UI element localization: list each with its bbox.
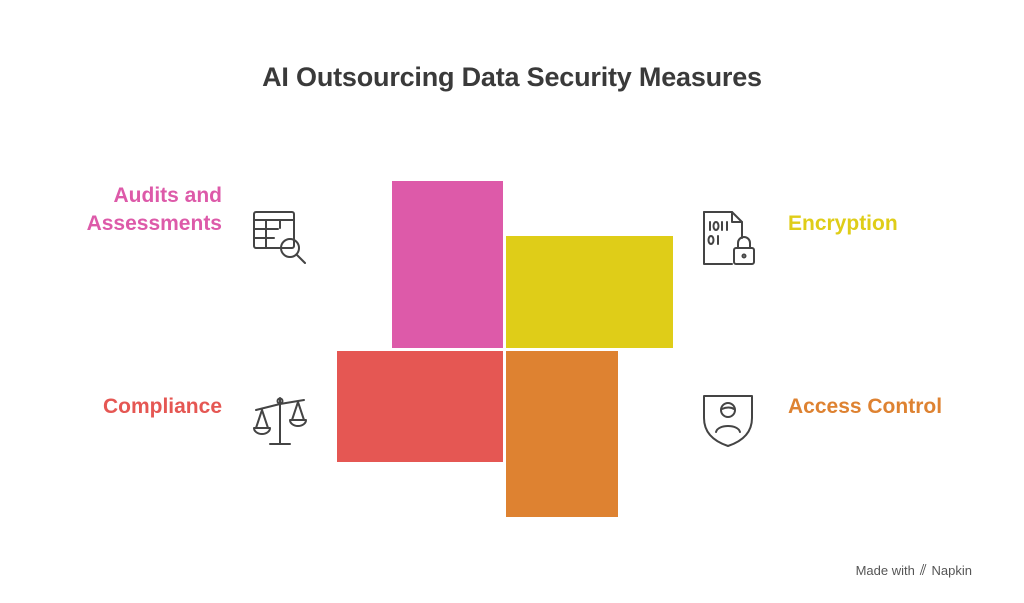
compliance-label: Compliance: [102, 395, 222, 418]
encryption-block: [506, 236, 673, 348]
encrypted-file-lock-icon: [698, 208, 758, 268]
table-search-icon: [250, 208, 310, 268]
brand-text: Napkin: [931, 563, 972, 578]
audits-label: Audits and Assessments: [60, 182, 222, 238]
audits-label-line2: Assessments: [86, 212, 222, 235]
page-title: AI Outsourcing Data Security Measures: [262, 62, 762, 92]
balance-scale-icon: [250, 390, 310, 450]
audits-block: [392, 181, 503, 348]
audits-label-line1: Audits and: [113, 184, 223, 207]
access-control-block: [506, 351, 618, 517]
napkin-logo-icon: ⫽: [919, 562, 927, 579]
encryption-label: Encryption: [788, 212, 898, 235]
access-control-label: Access Control: [788, 395, 943, 418]
made-with-text: Made with: [855, 563, 915, 578]
made-with-napkin-footer: Made with ⫽ Napkin: [856, 562, 972, 579]
user-shield-icon: [698, 390, 758, 450]
compliance-block: [337, 351, 503, 462]
